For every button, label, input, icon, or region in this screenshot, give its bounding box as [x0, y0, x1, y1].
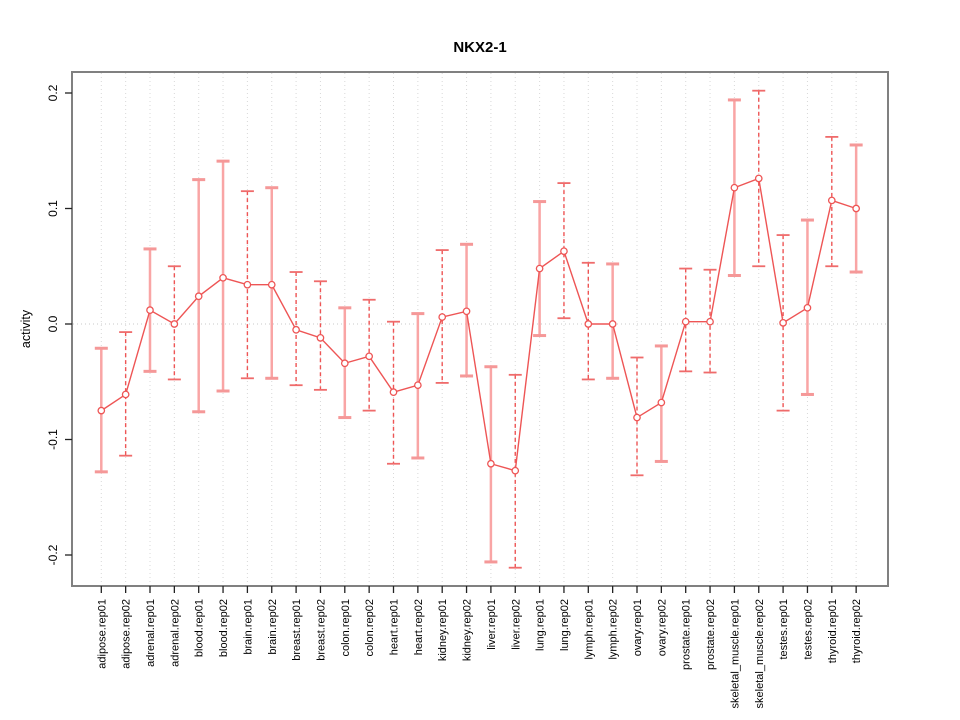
series-line	[100, 177, 857, 472]
data-point	[633, 413, 641, 422]
x-tick-label: testes.rep02	[802, 599, 814, 660]
chart-title: NKX2-1	[453, 39, 506, 56]
data-point	[560, 247, 568, 256]
x-tick-label: testes.rep01	[778, 599, 790, 660]
x-tick-label: blood.rep01	[194, 599, 206, 657]
data-point	[657, 398, 666, 407]
data-point	[438, 313, 447, 321]
x-tick-label: liver.rep02	[510, 599, 522, 650]
x-tick-label: adrenal.rep02	[169, 599, 181, 667]
x-tick-label: brain.rep01	[242, 599, 254, 655]
x-tick-label: lung.rep02	[559, 599, 571, 651]
data-point	[852, 204, 861, 213]
data-point	[462, 307, 471, 316]
x-tick-label: lymph.rep01	[583, 599, 595, 660]
x-tick-label: heart.rep02	[413, 599, 425, 655]
data-point	[803, 303, 812, 312]
data-point	[340, 359, 349, 368]
data-point	[267, 280, 276, 289]
data-point	[97, 406, 106, 415]
x-tick-label: kidney.rep01	[437, 599, 449, 661]
data-point	[511, 466, 520, 475]
data-point	[608, 320, 617, 328]
data-point	[365, 352, 373, 361]
data-point	[219, 273, 227, 282]
data-point	[730, 183, 739, 192]
data-point	[292, 325, 300, 334]
x-tick-label: skeletal_muscle.rep01	[729, 599, 741, 708]
x-tick-label: colon.rep01	[340, 599, 352, 657]
data-point	[779, 318, 787, 327]
x-tick-label: prostate.rep02	[705, 599, 717, 670]
data-point	[243, 280, 252, 289]
plot-border	[71, 71, 889, 587]
data-point	[146, 306, 154, 314]
data-point	[706, 317, 714, 326]
x-tick-label: thyroid.rep02	[851, 599, 863, 663]
x-tick-label: blood.rep02	[218, 599, 230, 657]
x-tick-label: breast.rep01	[291, 599, 303, 661]
x-tick-label: thyroid.rep01	[827, 599, 839, 663]
data-point	[535, 264, 544, 273]
data-point	[170, 320, 179, 328]
x-tick-label: breast.rep02	[315, 599, 327, 661]
y-tick-label: -0.2	[46, 544, 60, 565]
data-point	[121, 390, 130, 399]
data-point	[827, 196, 836, 205]
data-point	[194, 292, 203, 301]
x-tick-label: kidney.rep02	[462, 599, 474, 661]
x-tick-label: lymph.rep02	[608, 599, 620, 660]
x-tick-label: adipose.rep01	[96, 599, 108, 669]
data-point	[754, 174, 763, 183]
data-point	[316, 334, 325, 342]
x-tick-label: colon.rep02	[364, 599, 376, 657]
data-point	[413, 381, 422, 390]
plot-area: 0.2 0.1 0.0 -0.1 -0.2 adipose.rep01 adipose.re…	[46, 71, 889, 708]
x-tick-label: lung.rep01	[535, 599, 547, 651]
x-tick-label: heart.rep01	[389, 599, 401, 655]
y-tick-label: 0.1	[46, 200, 60, 217]
data-point	[584, 320, 593, 328]
x-tick-label: prostate.rep01	[681, 599, 693, 670]
x-tick-label: adipose.rep02	[121, 599, 133, 669]
y-axis-title: activity	[19, 309, 33, 348]
x-tick-label: skeletal_muscle.rep02	[754, 599, 766, 708]
data-point	[487, 459, 495, 468]
x-tick-label: ovary.rep01	[632, 599, 644, 656]
x-tick-label: liver.rep01	[486, 599, 498, 650]
x-tick-label: adrenal.rep01	[145, 599, 157, 667]
y-tick-label: -0.1	[46, 429, 60, 450]
x-tick-label: ovary.rep02	[656, 599, 668, 656]
y-tick-label: 0.0	[46, 315, 60, 332]
data-point	[389, 388, 398, 396]
data-point	[681, 317, 690, 326]
y-tick-label: 0.2	[46, 84, 60, 101]
x-tick-label: brain.rep02	[267, 599, 279, 655]
